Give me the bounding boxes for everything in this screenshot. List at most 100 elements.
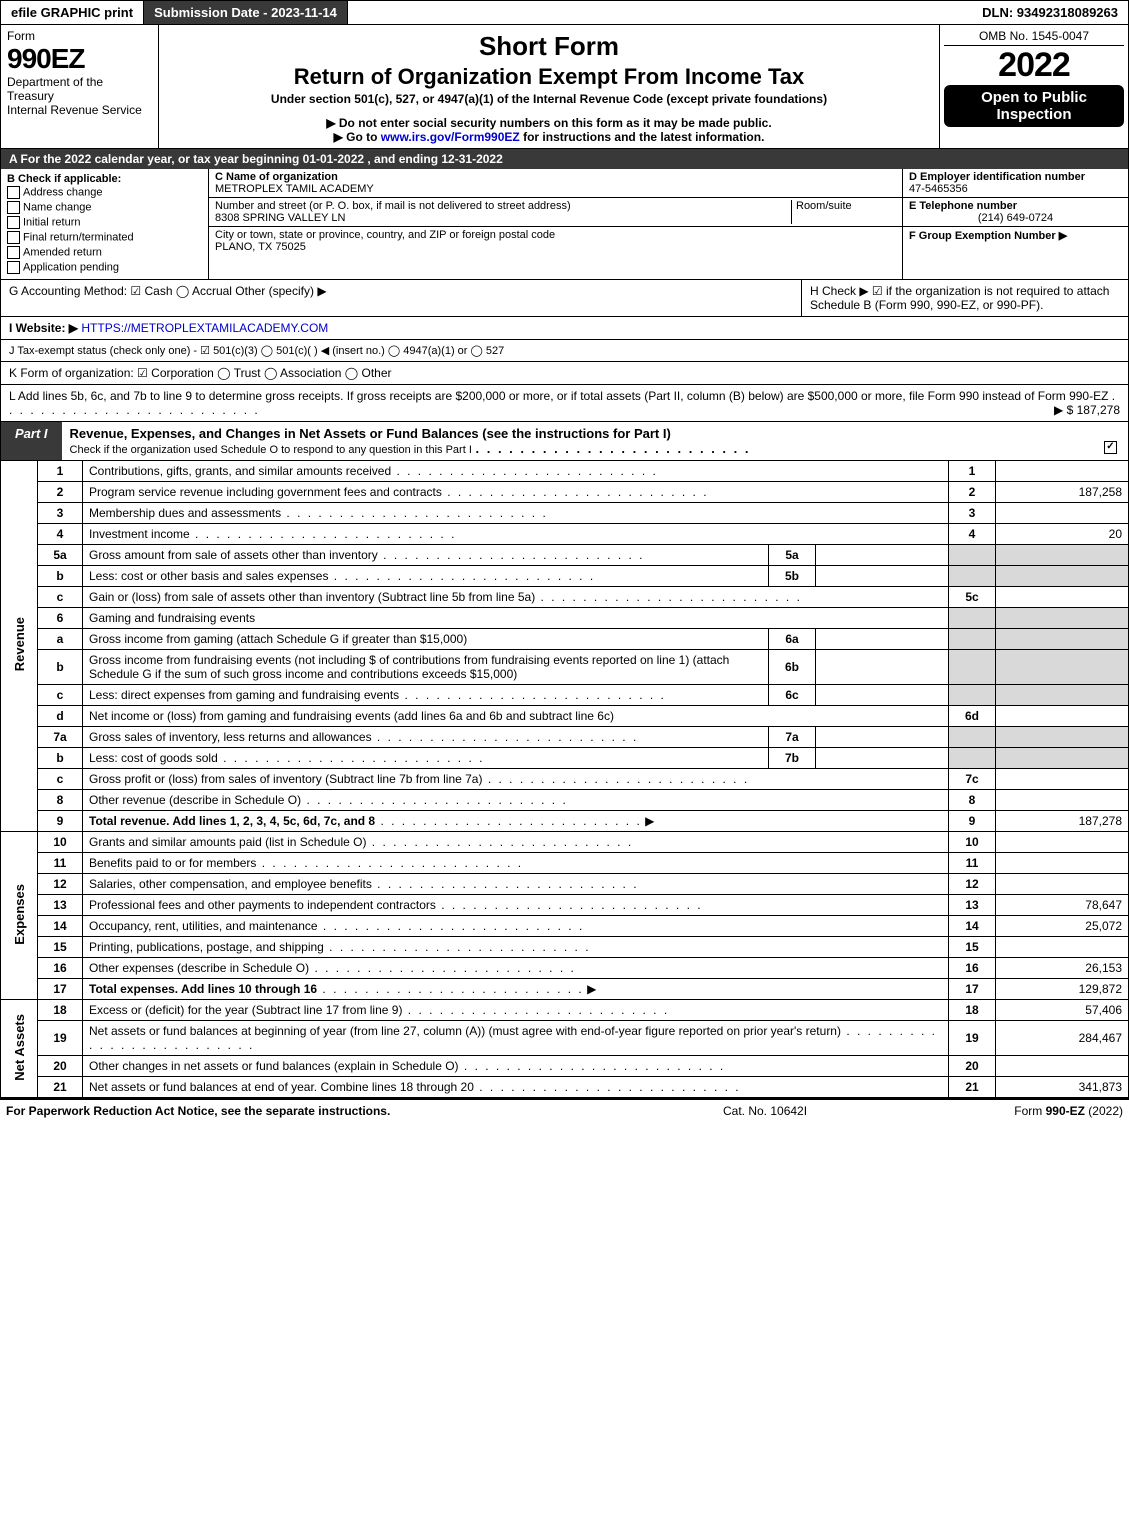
ln-5b-sn: 5b [769, 566, 816, 587]
ln-9-r: 9 [949, 811, 996, 832]
phone-value: (214) 649-0724 [909, 212, 1122, 224]
dept-label: Department of the Treasury Internal Reve… [7, 75, 152, 117]
ln-5a-ashade [996, 545, 1129, 566]
c-label: C Name of organization [215, 171, 338, 183]
top-bar: efile GRAPHIC print Submission Date - 20… [0, 0, 1129, 25]
ln-5c-amt [996, 587, 1129, 608]
page-footer: For Paperwork Reduction Act Notice, see … [0, 1098, 1129, 1122]
ln-16-amt: 26,153 [996, 958, 1129, 979]
ln-13-amt: 78,647 [996, 895, 1129, 916]
ln-2-amt: 187,258 [996, 482, 1129, 503]
ln-2-desc: Program service revenue including govern… [89, 485, 442, 499]
ein-value: 47-5465356 [909, 183, 968, 195]
header-right: OMB No. 1545-0047 2022 Open to Public In… [940, 25, 1128, 148]
ln-19-desc: Net assets or fund balances at beginning… [89, 1024, 841, 1038]
title-short-form: Short Form [167, 31, 931, 62]
part1-title: Revenue, Expenses, and Changes in Net As… [62, 422, 1128, 460]
ln-20-amt [996, 1056, 1129, 1077]
irs-link[interactable]: www.irs.gov/Form990EZ [381, 130, 520, 144]
part1-schedule-o-check[interactable]: ✓ [1104, 441, 1117, 454]
efile-tab[interactable]: efile GRAPHIC print [1, 1, 144, 24]
note-goto: ▶ Go to www.irs.gov/Form990EZ for instru… [167, 130, 931, 144]
ln-7a-desc: Gross sales of inventory, less returns a… [89, 730, 372, 744]
omb-label: OMB No. 1545-0047 [944, 27, 1124, 46]
ln-6a-sn: 6a [769, 629, 816, 650]
ln-12-desc: Salaries, other compensation, and employ… [89, 877, 372, 891]
ln-11-r: 11 [949, 853, 996, 874]
form-header: Form 990EZ Department of the Treasury In… [0, 25, 1129, 149]
ln-3-desc: Membership dues and assessments [89, 506, 281, 520]
ln-7c-r: 7c [949, 769, 996, 790]
ln-9-desc: Total revenue. Add lines 1, 2, 3, 4, 5c,… [89, 814, 375, 828]
tax-year: 2022 [944, 46, 1124, 85]
ln-2-r: 2 [949, 482, 996, 503]
cb-address-change[interactable] [7, 186, 20, 199]
ln-13-r: 13 [949, 895, 996, 916]
cb-final-return[interactable] [7, 231, 20, 244]
ln-7a-sn: 7a [769, 727, 816, 748]
section-g-to-l: G Accounting Method: ☑ Cash ◯ Accrual Ot… [0, 280, 1129, 422]
website-link[interactable]: HTTPS://METROPLEXTAMILACADEMY.COM [81, 321, 328, 335]
ln-19-r: 19 [949, 1021, 996, 1056]
city-state-zip: PLANO, TX 75025 [215, 241, 306, 253]
expenses-side-label: Expenses [1, 832, 38, 1000]
ln-6c-desc: Less: direct expenses from gaming and fu… [89, 688, 399, 702]
revenue-side-label: Revenue [1, 461, 38, 832]
line-i: I Website: ▶ HTTPS://METROPLEXTAMILACADE… [1, 316, 1128, 339]
city-label: City or town, state or province, country… [215, 229, 555, 241]
org-name: METROPLEX TAMIL ACADEMY [215, 183, 374, 195]
cb-label-1: Name change [23, 201, 92, 213]
ln-16-r: 16 [949, 958, 996, 979]
ln-15-desc: Printing, publications, postage, and shi… [89, 940, 324, 954]
ln-12-r: 12 [949, 874, 996, 895]
ln-7a-sa [816, 727, 949, 748]
cb-label-2: Initial return [23, 216, 80, 228]
i-label: I Website: ▶ [9, 321, 78, 335]
ln-6b-sa [816, 650, 949, 685]
ln-5c-desc: Gain or (loss) from sale of assets other… [89, 590, 535, 604]
line-l-amount: ▶ $ 187,278 [1054, 403, 1120, 417]
ln-3-amt [996, 503, 1129, 524]
ln-6d-r: 6d [949, 706, 996, 727]
ln-4-amt: 20 [996, 524, 1129, 545]
ln-21-desc: Net assets or fund balances at end of ye… [89, 1080, 474, 1094]
ln-15-amt [996, 937, 1129, 958]
ln-14-desc: Occupancy, rent, utilities, and maintena… [89, 919, 318, 933]
ln-1-num: 1 [38, 461, 83, 482]
e-label: E Telephone number [909, 200, 1017, 212]
ln-17-amt: 129,872 [996, 979, 1129, 1000]
cb-application-pending[interactable] [7, 261, 20, 274]
room-suite-label: Room/suite [791, 200, 896, 224]
ln-5b-desc: Less: cost or other basis and sales expe… [89, 569, 328, 583]
ln-5a-desc: Gross amount from sale of assets other t… [89, 548, 378, 562]
ln-21-r: 21 [949, 1077, 996, 1098]
ln-6c-sa [816, 685, 949, 706]
ln-20-desc: Other changes in net assets or fund bala… [89, 1059, 459, 1073]
footer-catno: Cat. No. 10642I [723, 1104, 923, 1118]
ln-9-amt: 187,278 [996, 811, 1129, 832]
cb-initial-return[interactable] [7, 216, 20, 229]
netassets-side-label: Net Assets [1, 1000, 38, 1098]
section-def: D Employer identification number 47-5465… [902, 169, 1128, 279]
line-j: J Tax-exempt status (check only one) - ☑… [1, 339, 1128, 361]
ln-15-r: 15 [949, 937, 996, 958]
ln-7b-sn: 7b [769, 748, 816, 769]
cb-name-change[interactable] [7, 201, 20, 214]
ln-18-amt: 57,406 [996, 1000, 1129, 1021]
ln-1-desc: Contributions, gifts, grants, and simila… [89, 464, 391, 478]
ln-8-r: 8 [949, 790, 996, 811]
ln-5a-rshade [949, 545, 996, 566]
subtitle: Under section 501(c), 527, or 4947(a)(1)… [167, 92, 931, 106]
part1-tab: Part I [1, 422, 62, 460]
ln-18-desc: Excess or (deficit) for the year (Subtra… [89, 1003, 402, 1017]
ln-14-amt: 25,072 [996, 916, 1129, 937]
line-l: L Add lines 5b, 6c, and 7b to line 9 to … [1, 384, 1128, 421]
ln-8-amt [996, 790, 1129, 811]
ln-8-desc: Other revenue (describe in Schedule O) [89, 793, 301, 807]
ln-6a-desc: Gross income from gaming (attach Schedul… [89, 632, 467, 646]
part1-table: Revenue 1 Contributions, gifts, grants, … [0, 461, 1129, 1098]
ln-6d-amt [996, 706, 1129, 727]
ln-1-r: 1 [949, 461, 996, 482]
cb-amended-return[interactable] [7, 246, 20, 259]
open-inspection: Open to Public Inspection [944, 85, 1124, 127]
